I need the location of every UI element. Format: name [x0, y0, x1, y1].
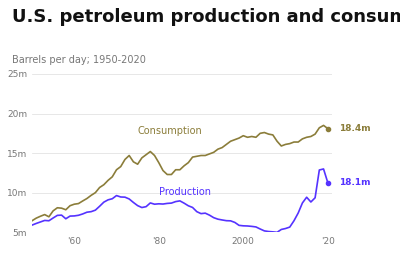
Text: Consumption: Consumption [138, 126, 202, 136]
Text: Production: Production [159, 187, 211, 197]
Text: Barrels per day; 1950-2020: Barrels per day; 1950-2020 [12, 55, 146, 65]
Text: 18.1m: 18.1m [339, 178, 370, 187]
Text: U.S. petroleum production and consumption: U.S. petroleum production and consumptio… [12, 8, 400, 26]
Text: 18.4m: 18.4m [339, 124, 370, 133]
